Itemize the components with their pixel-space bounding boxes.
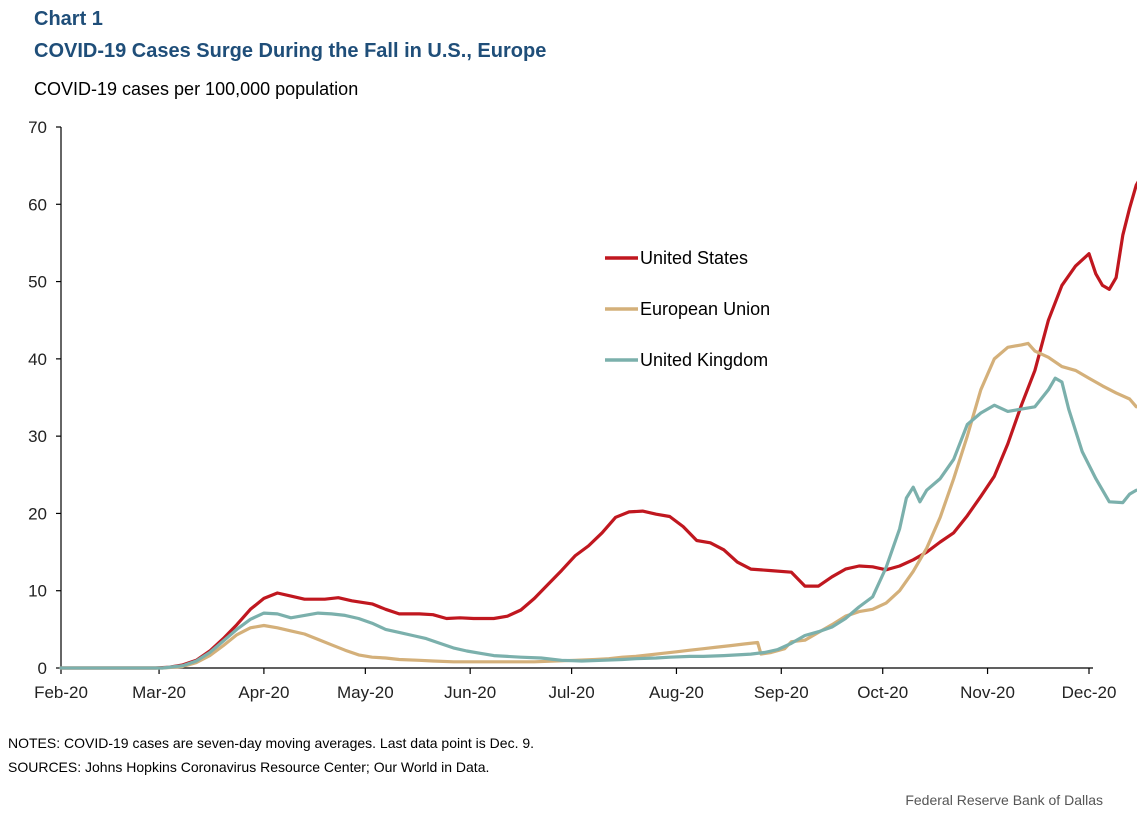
y-tick-label: 30 [28,427,47,446]
series-line-european-union [59,341,1137,670]
x-tick-label: Dec-20 [1062,683,1117,702]
y-tick-label: 50 [28,273,47,292]
x-tick-label: Aug-20 [649,683,704,702]
x-tick-label: Nov-20 [960,683,1015,702]
series-line-united-kingdom [59,376,1137,670]
series-lines [59,180,1137,670]
x-tick-label: May-20 [337,683,394,702]
source-credit: Federal Reserve Bank of Dallas [905,792,1103,808]
y-tick-label: 20 [28,504,47,523]
x-tick-label: Oct-20 [857,683,908,702]
y-tick-label: 70 [28,118,47,137]
chart-notes: NOTES: COVID-19 cases are seven-day movi… [8,735,535,751]
legend: United States European Union United Kingdo… [605,248,770,370]
chart-number: Chart 1 [34,8,103,30]
y-tick-label: 60 [28,195,47,214]
x-axis: Feb-20 Mar-20 Apr-20 May-20 Jun-20 Jul-20 Aug-… [34,667,1117,702]
chart-subtitle: COVID-19 cases per 100,000 population [34,79,359,99]
legend-label-united-kingdom: United Kingdom [640,350,768,370]
x-tick-label: Jul-20 [548,683,594,702]
legend-label-european-union: European Union [640,299,770,319]
x-tick-label: Apr-20 [238,683,289,702]
x-tick-label: Sep-20 [754,683,809,702]
x-tick-label: Feb-20 [34,683,88,702]
legend-label-united-states: United States [640,248,748,268]
x-tick-label: Jun-20 [444,683,496,702]
y-tick-label: 0 [38,659,47,678]
series-line-united-states [59,180,1137,670]
y-axis: 0 10 20 30 40 50 60 70 [28,118,62,678]
y-tick-label: 10 [28,582,47,601]
x-tick-label: Mar-20 [132,683,186,702]
y-tick-label: 40 [28,350,47,369]
chart-title: COVID-19 Cases Surge During the Fall in … [34,40,547,62]
chart-sources: SOURCES: Johns Hopkins Coronavirus Resou… [8,759,490,775]
